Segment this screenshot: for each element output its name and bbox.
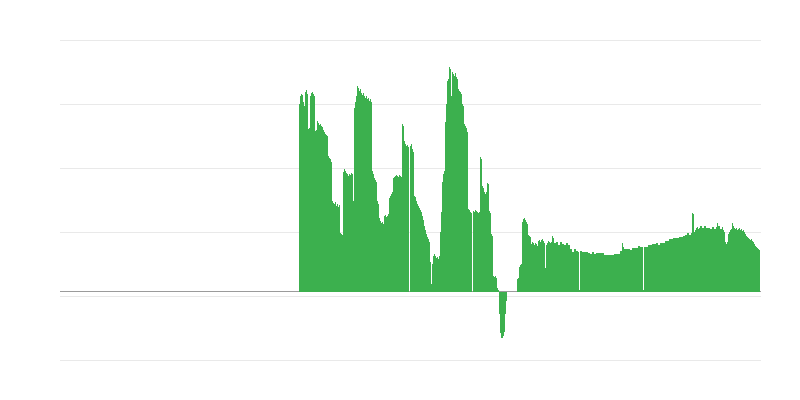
area-series	[299, 67, 760, 338]
